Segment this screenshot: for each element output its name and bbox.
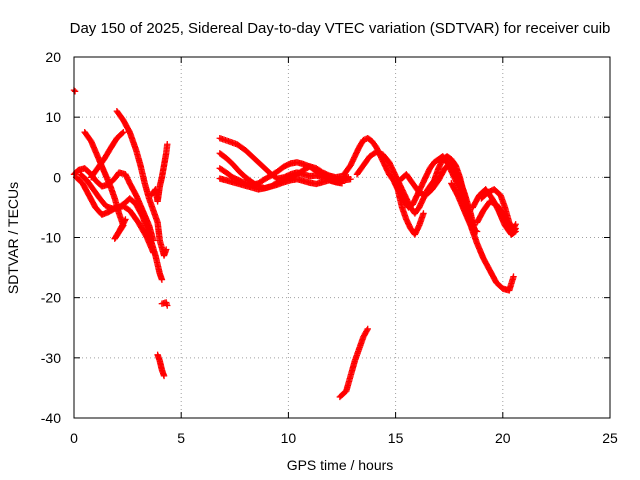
x-tick-label: 25 [602, 430, 618, 446]
data-point [162, 246, 170, 253]
series-arc-14 [336, 325, 371, 401]
data-point [164, 141, 171, 148]
x-tick-label: 20 [495, 430, 511, 446]
data-point [512, 225, 519, 232]
x-tick-label: 10 [281, 430, 297, 446]
series-arc-4 [81, 129, 129, 242]
series-arc-23 [70, 86, 79, 95]
plot-frame [73, 56, 611, 419]
y-axis-label: SDTVAR / TECUs [5, 182, 21, 294]
y-tick-label: 10 [45, 109, 61, 125]
data-point [120, 129, 127, 136]
data-point [363, 327, 371, 334]
y-tick-label: 0 [53, 169, 61, 185]
data-point [164, 302, 171, 309]
data-points [70, 86, 519, 401]
series-arc-19 [448, 180, 517, 294]
data-point [420, 210, 427, 217]
data-point [345, 174, 352, 181]
data-point [511, 226, 519, 233]
y-tick-label: -30 [41, 350, 61, 366]
data-point [71, 88, 79, 95]
x-tick-label: 5 [177, 430, 185, 446]
data-point [122, 216, 129, 223]
x-tick-label: 0 [70, 430, 78, 446]
series-arc-9 [154, 351, 168, 380]
chart-title: Day 150 of 2025, Sidereal Day-to-day VTE… [70, 20, 611, 37]
series-arc-7 [147, 141, 171, 205]
x-axis-label: GPS time / hours [287, 457, 394, 473]
data-point [160, 372, 168, 380]
series-arc-3 [72, 174, 157, 256]
y-tick-label: -10 [41, 230, 61, 246]
tick-labels: 0 5 10 15 20 25 20 10 0 -10 -20 -30 -40 [41, 49, 618, 446]
data-point [338, 180, 346, 187]
data-point [119, 130, 126, 137]
data-point [150, 249, 157, 256]
series-arc-8 [158, 299, 171, 309]
data-point [158, 276, 166, 283]
y-tick-label: -40 [41, 410, 61, 426]
series-arc-22 [478, 186, 519, 235]
data-point [364, 325, 371, 333]
x-tick-label: 15 [388, 430, 404, 446]
y-tick-label: 20 [45, 49, 61, 65]
data-point [510, 273, 517, 280]
y-tick-label: -20 [41, 290, 61, 306]
series-arc-5 [87, 129, 127, 181]
series-arc-13 [216, 175, 346, 193]
series-arc-6 [113, 107, 170, 259]
